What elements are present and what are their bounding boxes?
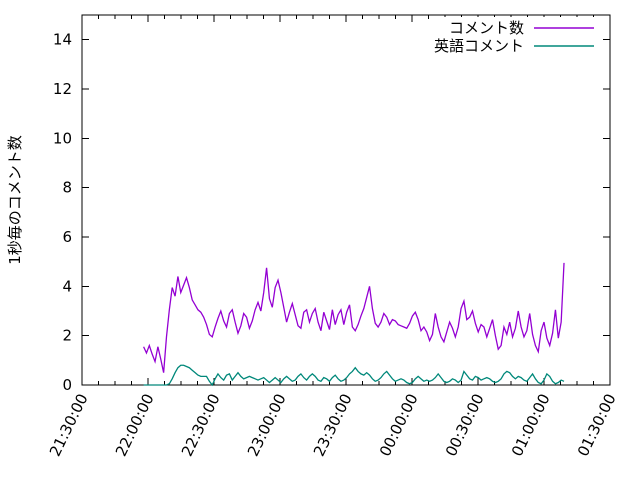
series-line-english-comment — [143, 364, 565, 387]
data-series-group — [143, 262, 565, 387]
y-tick-label: 6 — [62, 228, 72, 246]
y-tick-label: 10 — [53, 129, 72, 147]
series-line-comment-count — [143, 262, 565, 373]
y-axis-ticks — [82, 39, 610, 386]
legend-label-comment-count[interactable]: コメント数 — [449, 19, 524, 37]
y-axis-title: 1秒毎のコメント数 — [6, 135, 24, 265]
x-axis-ticks — [81, 15, 611, 385]
y-axis-tick-labels: 0 2 4 6 8 10 12 14 — [53, 31, 72, 394]
y-tick-label: 8 — [62, 179, 72, 197]
y-tick-label: 14 — [53, 31, 72, 49]
y-tick-label: 12 — [53, 80, 72, 98]
legend-background — [430, 17, 602, 53]
y-tick-label: 4 — [62, 277, 72, 295]
y-tick-label: 0 — [62, 376, 72, 394]
y-tick-label: 2 — [62, 327, 72, 345]
y-axis-title-text: 1秒毎のコメント数 — [6, 135, 24, 265]
legend-label-english-comment[interactable]: 英語コメント — [434, 37, 524, 55]
